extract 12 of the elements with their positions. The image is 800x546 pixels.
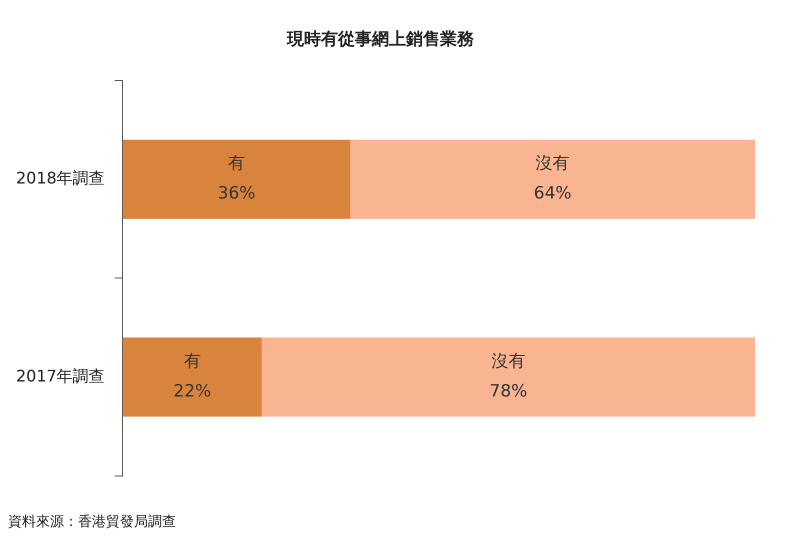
y-tick-label: 2018年調查 — [16, 168, 105, 188]
data-label: 78% — [490, 382, 528, 402]
source-note: 資料來源：香港貿發局調查 — [8, 514, 176, 530]
text: 有 — [228, 154, 246, 174]
data-label: 36% — [218, 184, 256, 204]
chart-title: 現時有從事網上銷售業務 — [286, 30, 474, 50]
data-label: 22% — [173, 382, 212, 402]
text: 沒有 — [536, 154, 570, 174]
series-label: 有 — [184, 352, 201, 372]
series-label: 沒有 — [491, 352, 526, 372]
y-tick-label: 2017年調查 — [16, 366, 105, 386]
data-label: 64% — [534, 184, 572, 204]
